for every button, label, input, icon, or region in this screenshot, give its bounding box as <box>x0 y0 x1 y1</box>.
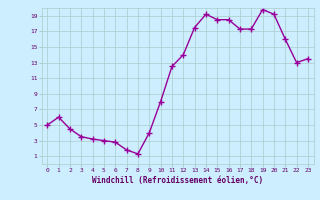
X-axis label: Windchill (Refroidissement éolien,°C): Windchill (Refroidissement éolien,°C) <box>92 176 263 185</box>
